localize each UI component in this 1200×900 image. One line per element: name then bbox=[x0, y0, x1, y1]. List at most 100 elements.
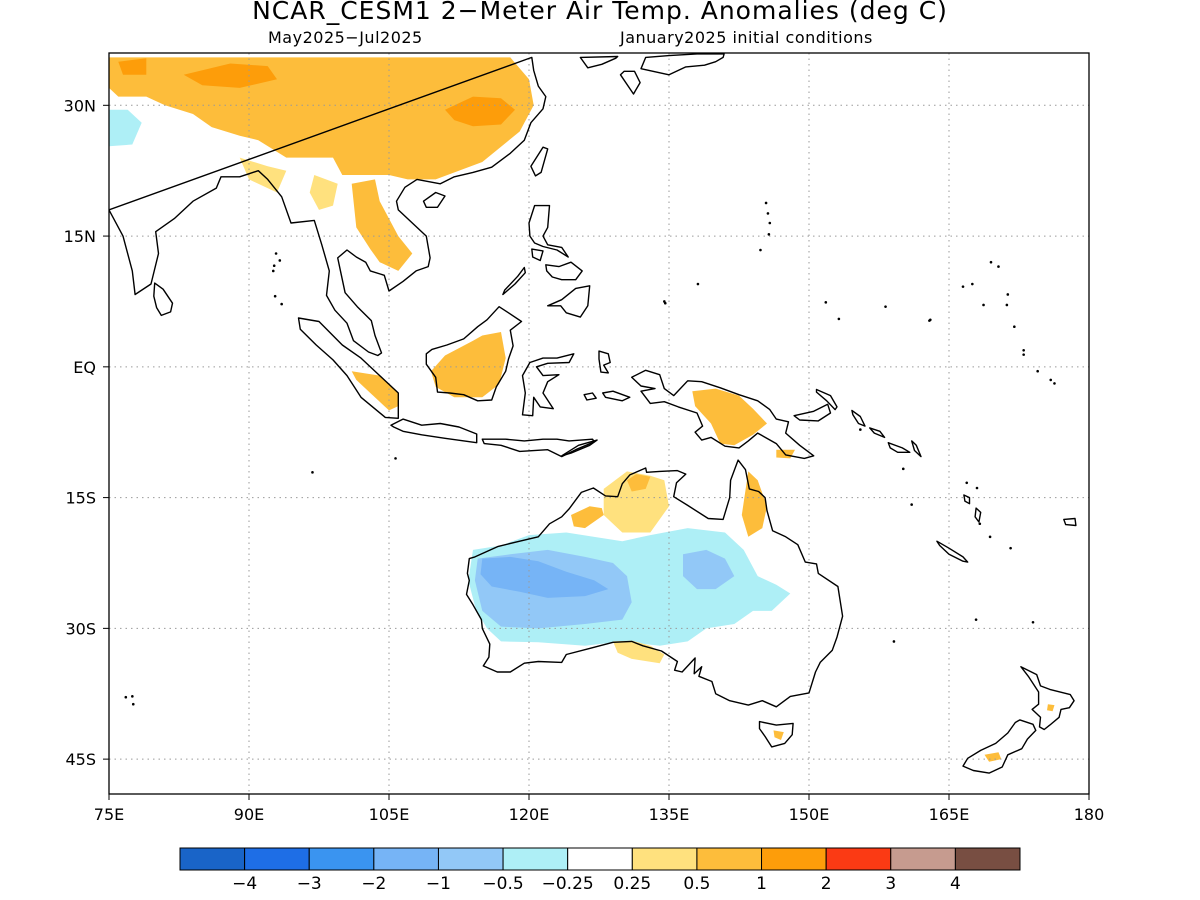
coastline-hainan bbox=[422, 191, 446, 209]
map-frame bbox=[108, 52, 1090, 795]
anomaly-n-australia-mild bbox=[603, 471, 669, 533]
coastline-vanuatu-2 bbox=[974, 507, 982, 523]
coastline-timor bbox=[561, 439, 598, 457]
y-tick-label: EQ bbox=[73, 358, 96, 377]
coastline-seram bbox=[602, 390, 631, 402]
island-dot bbox=[764, 201, 768, 205]
anomaly-s-australia-mild bbox=[613, 640, 665, 664]
anomaly-burma-mild bbox=[309, 175, 338, 210]
island-dot bbox=[837, 317, 841, 321]
island-dot bbox=[278, 259, 282, 262]
coastline-luzon bbox=[528, 204, 569, 258]
anomaly-tibet-hot bbox=[183, 63, 277, 88]
anomaly-east-aus-cool bbox=[683, 549, 735, 590]
coastline-nz-north bbox=[1020, 666, 1075, 731]
island-dot bbox=[767, 233, 771, 236]
colorbar-label: −0.5 bbox=[482, 874, 523, 894]
x-tick-label: 180 bbox=[1074, 805, 1105, 824]
lat-lon-grid bbox=[109, 53, 1089, 794]
colorbar-swatch bbox=[308, 847, 375, 871]
island-dot bbox=[1053, 382, 1056, 385]
island-dot bbox=[961, 285, 965, 288]
colorbar-label: 3 bbox=[885, 874, 896, 894]
coastline-korea-japan bbox=[579, 55, 619, 69]
anomaly-borneo-warm bbox=[431, 332, 506, 398]
colorbar-label: 0.5 bbox=[683, 874, 710, 894]
x-tick-label: 120E bbox=[509, 805, 550, 824]
x-tick-label: 75E bbox=[94, 805, 124, 824]
coastline-australia bbox=[465, 459, 844, 708]
colorbar-label: 4 bbox=[950, 874, 961, 894]
island-dot bbox=[394, 457, 397, 460]
island-dot bbox=[884, 305, 887, 308]
island-dot bbox=[311, 471, 314, 474]
island-dot bbox=[1013, 325, 1016, 329]
island-dot bbox=[768, 221, 772, 225]
colorbar-swatch bbox=[567, 847, 633, 871]
anomaly-top-end-warm bbox=[627, 474, 651, 492]
coastline-buru bbox=[583, 392, 597, 401]
coastline-borneo bbox=[425, 306, 523, 402]
coastline-java bbox=[390, 418, 478, 444]
coastline-mindanao bbox=[547, 285, 591, 318]
anomaly-nz-warm bbox=[984, 752, 1002, 762]
anomaly-w-kimberley-warm bbox=[571, 506, 604, 529]
island-dot bbox=[663, 301, 667, 305]
colorbar-swatch bbox=[373, 847, 439, 871]
island-dot bbox=[978, 522, 982, 526]
colorbar-swatch bbox=[179, 847, 246, 871]
coastline-new-britain bbox=[793, 403, 832, 422]
colorbar-swatch bbox=[761, 847, 827, 871]
anomaly-australia-cold-core bbox=[480, 556, 609, 598]
island-dot bbox=[971, 282, 974, 286]
island-dot bbox=[131, 695, 134, 698]
colorbar-swatch bbox=[890, 847, 956, 871]
island-dot bbox=[901, 467, 905, 471]
coastline-vanuatu-1 bbox=[963, 494, 971, 505]
colorbar-swatch bbox=[696, 847, 763, 871]
y-tick-label: 30N bbox=[64, 96, 96, 115]
island-dot bbox=[910, 503, 913, 506]
island-dot bbox=[1036, 369, 1039, 373]
colorbar-swatch bbox=[954, 847, 1021, 871]
coastline-nz-south bbox=[962, 719, 1037, 774]
coastline-new-caledonia bbox=[936, 540, 969, 563]
anomaly-nz-north-warm bbox=[1047, 704, 1055, 712]
island-dot bbox=[1005, 303, 1009, 307]
coastline-taiwan bbox=[530, 146, 549, 177]
coastline-fiji bbox=[1063, 517, 1077, 527]
island-dot bbox=[987, 823, 990, 826]
colorbar-label: 0.25 bbox=[613, 874, 651, 894]
y-tick-label: 15S bbox=[65, 489, 96, 508]
anomaly-west-tibet-hot bbox=[118, 58, 147, 75]
colorbar-swatch bbox=[502, 847, 569, 871]
island-dot bbox=[272, 264, 276, 268]
coastline-sri-lanka bbox=[153, 282, 174, 317]
colorbar-label: −2 bbox=[361, 874, 386, 894]
island-dot bbox=[131, 702, 135, 706]
island-dot bbox=[274, 252, 278, 255]
island-dot bbox=[982, 303, 985, 307]
island-dot bbox=[759, 248, 762, 252]
colorbar-label: −3 bbox=[297, 874, 322, 894]
coastline-sumatra bbox=[297, 317, 399, 419]
island-dot bbox=[280, 302, 283, 306]
y-tick-label: 30S bbox=[65, 619, 96, 638]
coastline-nusa-tenggara bbox=[481, 438, 595, 458]
color-legend: −4 −3 −2 −1 −0.5 −0.25 0.25 0.5 1 2 3 4 bbox=[179, 847, 1021, 894]
colorbar-label: −0.25 bbox=[542, 874, 594, 894]
anomaly-shading bbox=[109, 57, 1055, 762]
coastline-solomons-1 bbox=[869, 427, 886, 439]
anomaly-india-nw-cool bbox=[109, 109, 142, 147]
island-dot bbox=[1006, 293, 1010, 296]
island-dot bbox=[1031, 620, 1035, 624]
anomaly-cape-york-warm bbox=[741, 471, 767, 537]
anomaly-indochina-warm bbox=[351, 179, 413, 271]
coastline-mindoro bbox=[531, 248, 544, 262]
anomaly-tasmania-warm bbox=[773, 730, 784, 740]
colorbar-swatch bbox=[631, 847, 698, 871]
island-dot bbox=[989, 260, 993, 264]
colorbar-label: 2 bbox=[821, 874, 832, 894]
forecast-period: May2025−Jul2025 bbox=[268, 28, 423, 47]
coastline-tasmania bbox=[758, 720, 794, 748]
